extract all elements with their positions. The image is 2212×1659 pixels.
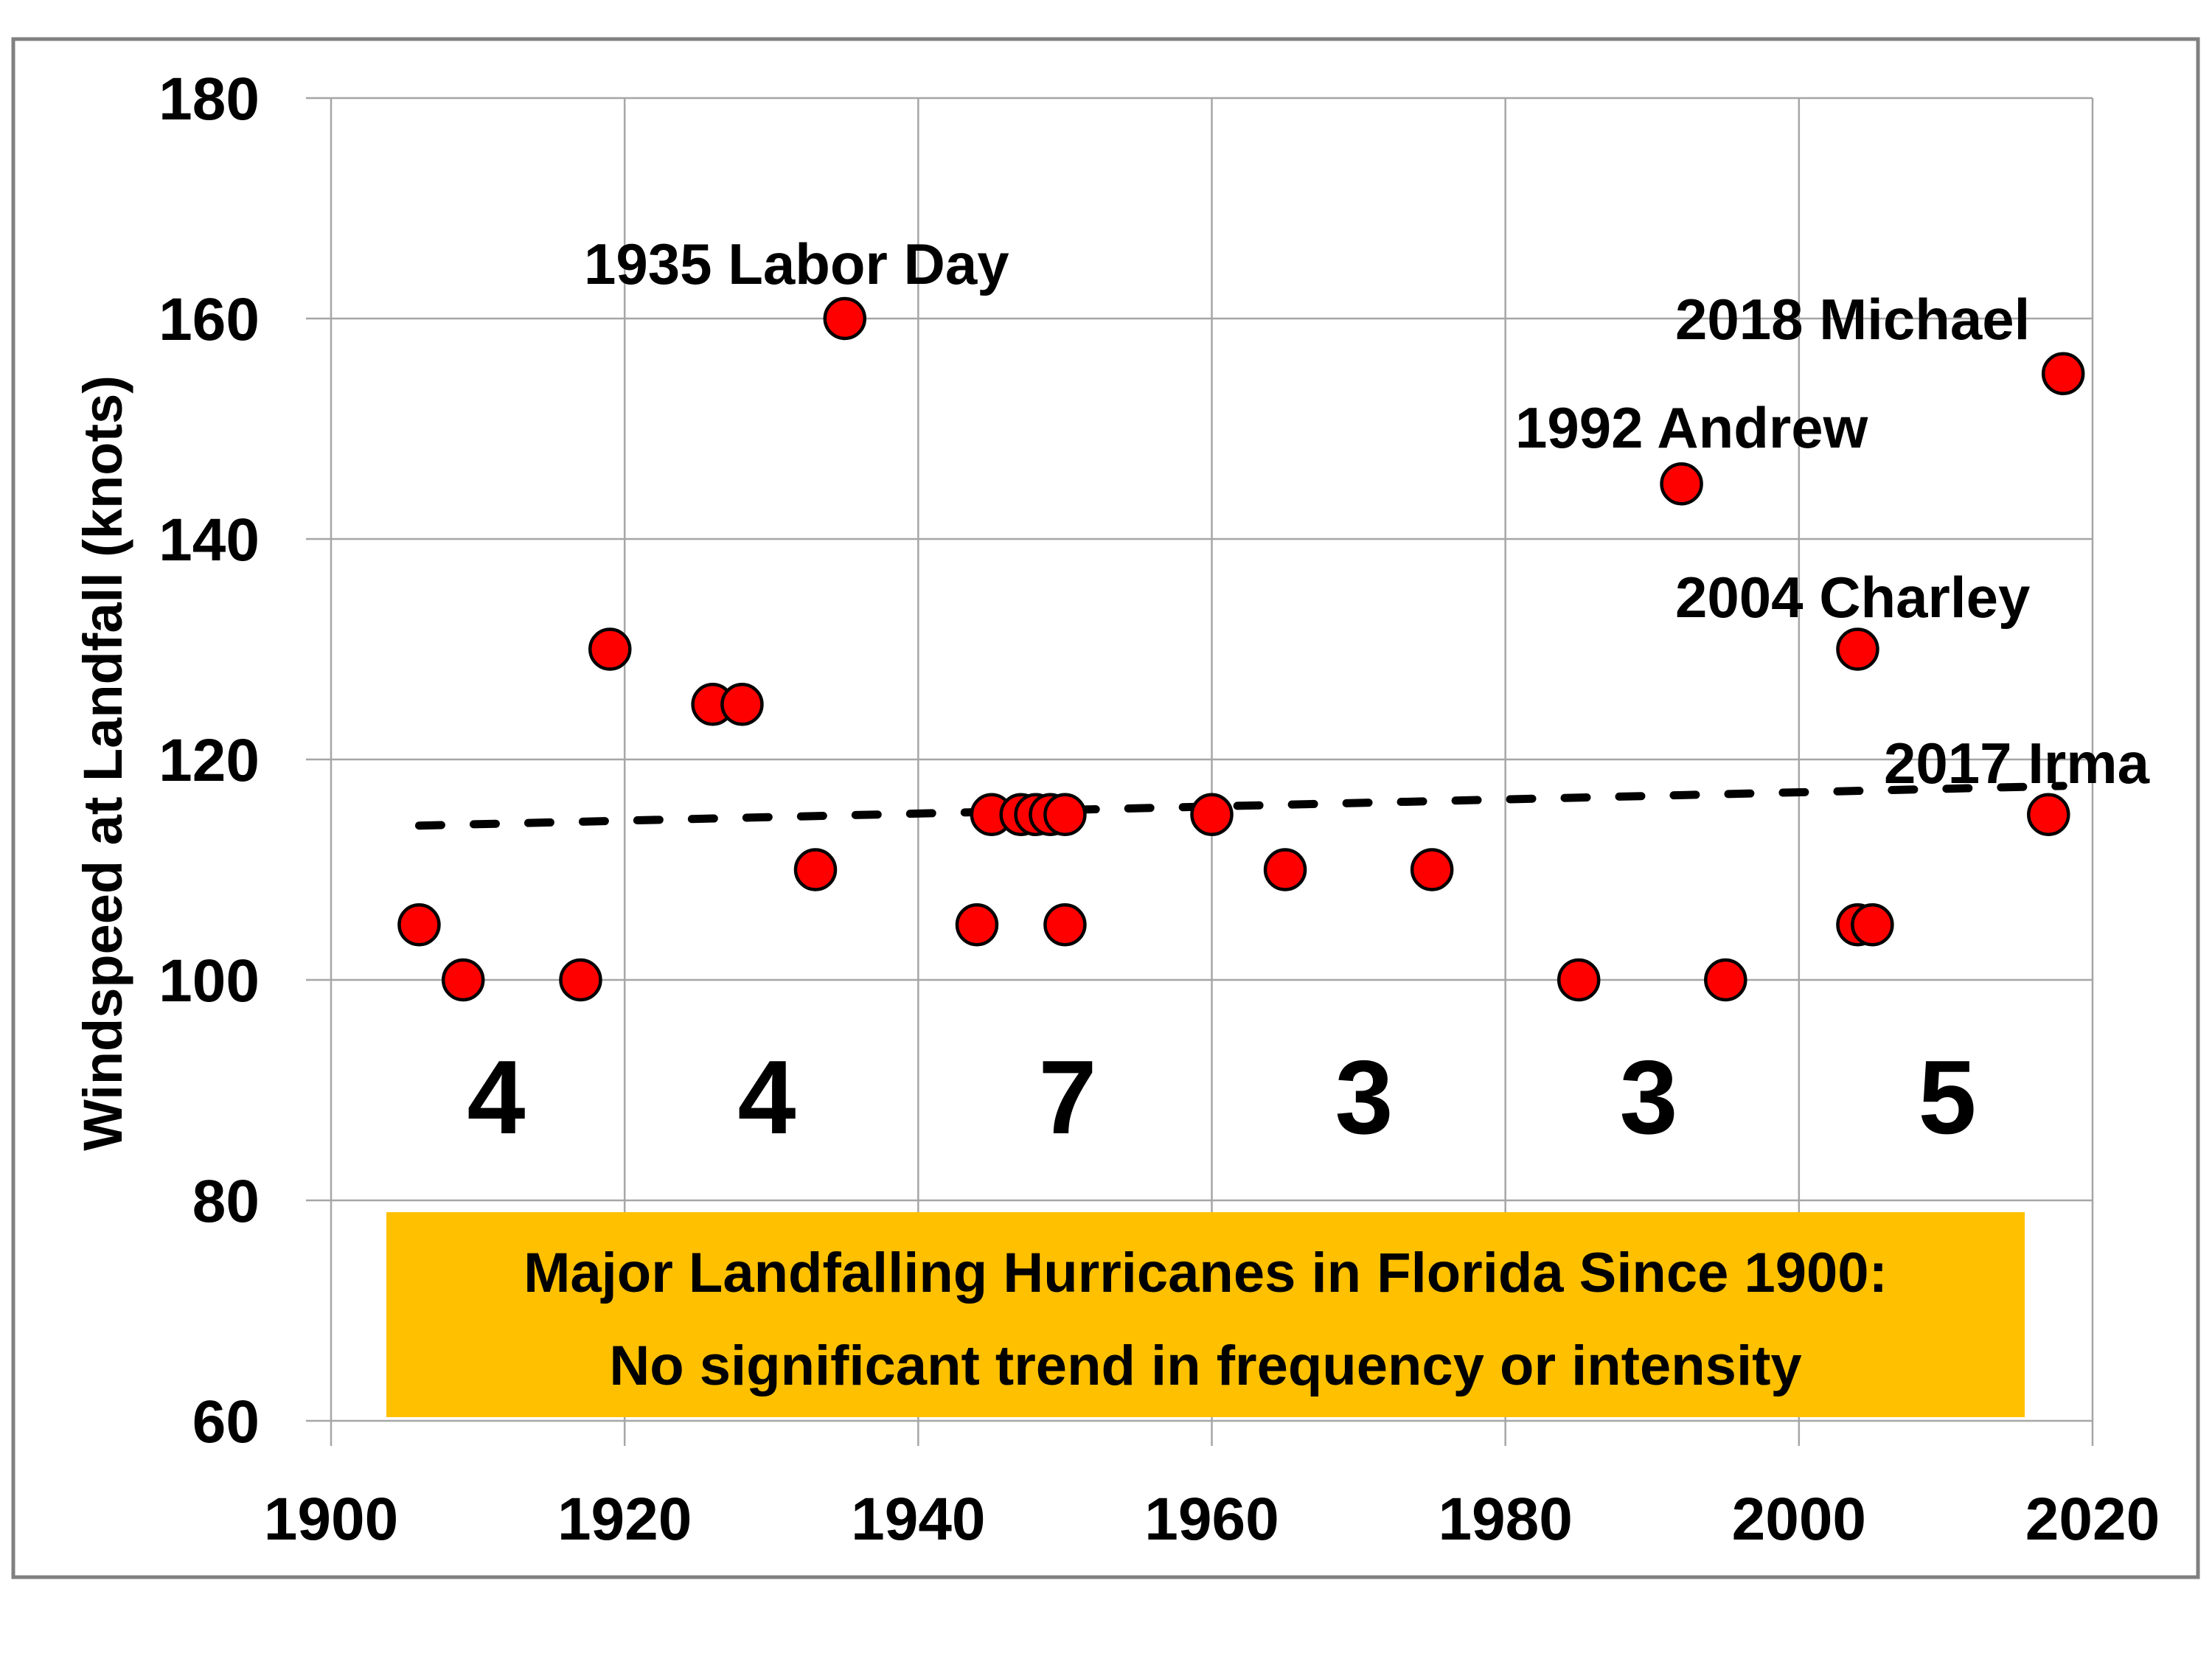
data-point: [1043, 903, 1087, 947]
y-tick-label: 100: [159, 947, 260, 1015]
data-point: [955, 903, 999, 947]
x-tick-label: 2000: [1732, 1486, 1866, 1553]
x-tick-label: 1920: [557, 1486, 692, 1553]
period-count-label: 4: [738, 1039, 796, 1156]
y-tick-label: 120: [159, 727, 260, 794]
data-point: [588, 627, 632, 671]
data-point: [2027, 793, 2070, 836]
period-count-label: 7: [1039, 1039, 1097, 1156]
y-tick-label: 80: [192, 1168, 260, 1235]
y-axis-ticks: 60 80 100 120 140 160 180: [159, 66, 260, 1455]
x-tick-label: 2020: [2025, 1486, 2160, 1553]
data-point: [793, 848, 838, 891]
callout-background: [386, 1212, 2025, 1417]
x-tick-label: 1940: [851, 1486, 985, 1553]
y-tick-label: 140: [159, 507, 260, 574]
period-counts: 4 4 7 3 3 5: [467, 1039, 1977, 1156]
trend-line: [414, 782, 2067, 830]
data-point: [720, 683, 764, 726]
data-point: [1704, 958, 1747, 1002]
callout-line-2: No significant trend in frequency or int…: [609, 1335, 1801, 1397]
x-axis-ticks: 1900 1920 1940 1960 1980 2000 2020: [264, 1486, 2160, 1553]
x-tick-label: 1960: [1144, 1486, 1279, 1553]
annotation-label: 1992 Andrew: [1515, 395, 1868, 460]
data-point: [1043, 793, 1087, 836]
data-point: [1263, 848, 1307, 891]
callout-box: Major Landfalling Hurricanes in Florida …: [386, 1212, 2025, 1417]
data-point: [1557, 958, 1601, 1002]
data-point: [1836, 627, 1879, 671]
data-point: [397, 903, 441, 947]
data-point: [2041, 352, 2085, 395]
data-point: [1190, 793, 1234, 836]
x-tick-label: 1980: [1438, 1486, 1572, 1553]
data-point: [559, 958, 602, 1002]
period-count-label: 3: [1620, 1039, 1678, 1156]
annotation-label: 1935 Labor Day: [584, 232, 1009, 296]
data-points: [397, 296, 2085, 1002]
period-count-label: 3: [1335, 1039, 1394, 1156]
y-tick-label: 60: [192, 1388, 260, 1455]
y-tick-label: 160: [159, 286, 260, 353]
data-point: [441, 958, 485, 1002]
annotation-label: 2004 Charley: [1675, 565, 2030, 630]
gridlines: [306, 97, 2094, 1446]
data-point: [823, 296, 867, 341]
annotations: 1935 Labor Day 1992 Andrew 2018 Michael 200…: [584, 232, 2150, 796]
data-point: [1410, 848, 1454, 891]
annotation-label: 2017 Irma: [1884, 731, 2150, 796]
y-tick-label: 180: [159, 66, 260, 133]
data-point: [1660, 462, 1703, 506]
x-tick-label: 1900: [264, 1486, 398, 1553]
callout-line-1: Major Landfalling Hurricanes in Florida …: [524, 1242, 1888, 1304]
y-axis-title: Windspeed at Landfall (knots): [72, 375, 133, 1151]
data-point: [1851, 903, 1894, 947]
annotation-label: 2018 Michael: [1675, 287, 2030, 352]
period-count-label: 5: [1919, 1039, 1977, 1156]
period-count-label: 4: [467, 1039, 526, 1156]
